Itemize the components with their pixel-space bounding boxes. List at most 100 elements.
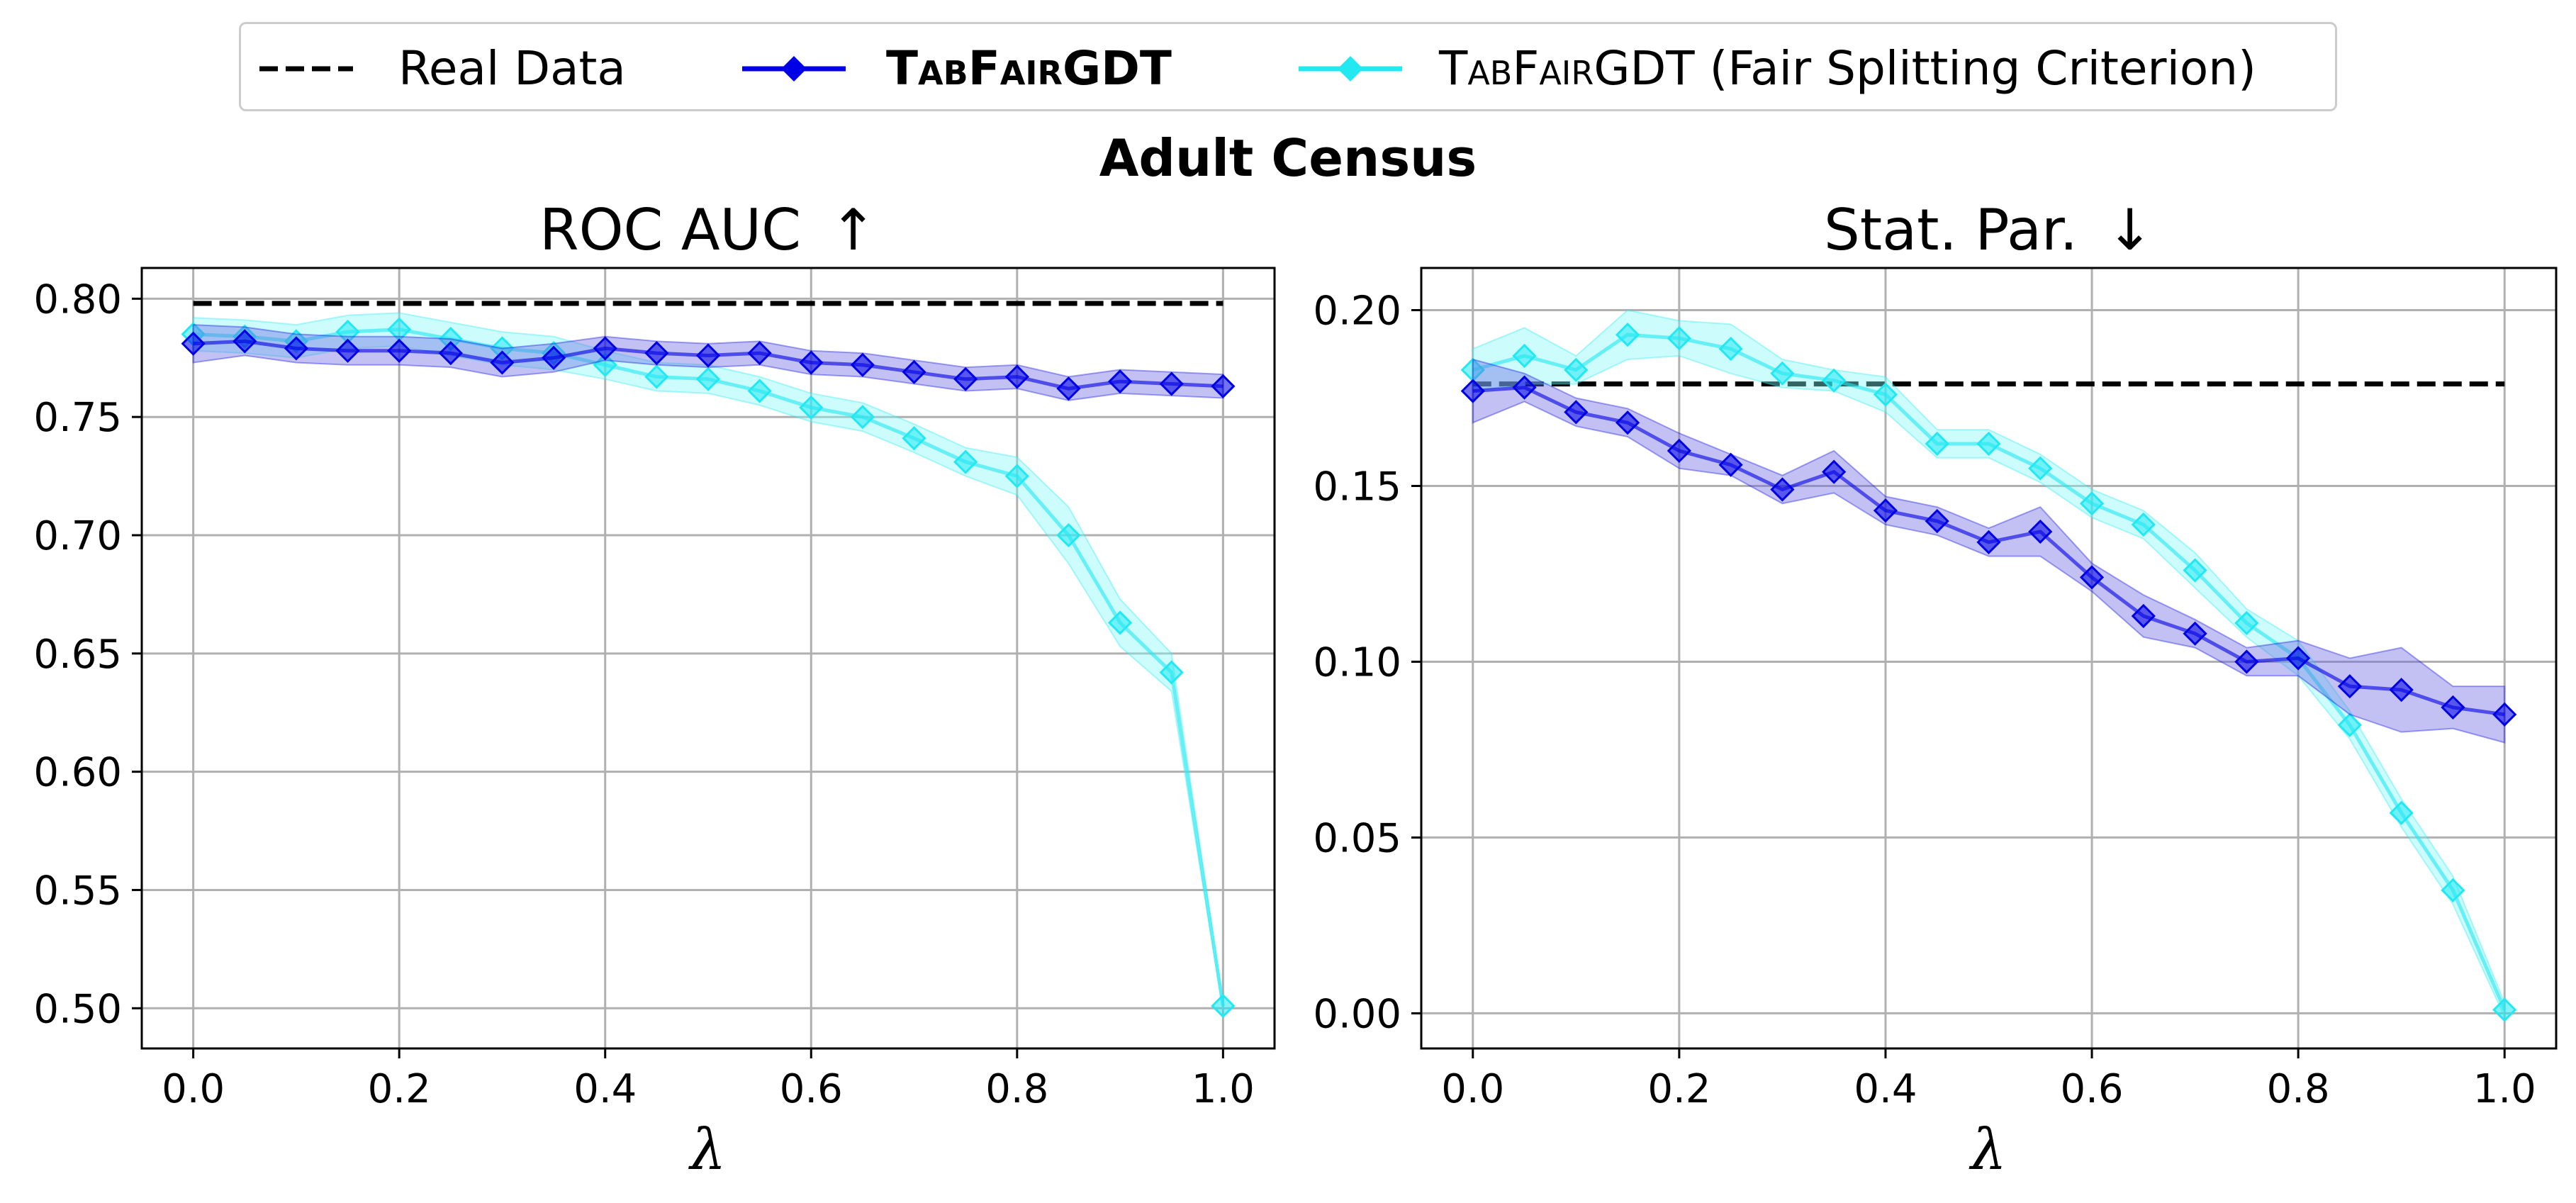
- series-tfg_fair-point: [2234, 610, 2259, 636]
- subplot-title: ROC AUC ↑: [539, 197, 877, 263]
- series-tfg_fair-point: [593, 352, 617, 377]
- y-tick-label: 0.80: [33, 276, 122, 323]
- series-tfg-point: [1615, 410, 1640, 435]
- subplot-title-arrow: ↓: [2106, 197, 2154, 263]
- series-tfg-point: [644, 340, 669, 366]
- subplot-stat-par: 0.0 0.2 0.4 0.6 0.8 1.0 0.00 0.05 0.10 0.15 0.20 St…: [1313, 197, 2558, 1182]
- legend-swatch-tabfairgdt: [742, 56, 846, 82]
- x-tick-label: 1.0: [1192, 1066, 1255, 1112]
- series-tfg_fair-point: [2441, 878, 2465, 902]
- y-tick-label: 0.05: [1313, 815, 1401, 861]
- x-tick-label: 0.4: [573, 1066, 637, 1112]
- series-tfg_fair-point: [2131, 512, 2156, 537]
- series-tfg-point: [695, 343, 721, 368]
- series-tfg-point: [490, 350, 515, 375]
- series-tfg-point: [1004, 364, 1029, 389]
- series-tfg_fair-point: [1056, 522, 1081, 548]
- series-tfg-point: [593, 336, 617, 361]
- series-tfg_fair-point: [953, 449, 978, 474]
- series-tfg_fair-line: [193, 328, 1225, 1007]
- y-tick-label: 0.60: [33, 750, 122, 796]
- legend-swatch-tabfairgdt-fair-splitting: [1299, 56, 1402, 82]
- series-tfg_fair-point: [1564, 357, 1589, 382]
- plot-area: [1460, 309, 2517, 1022]
- y-tick-label: 0.50: [33, 986, 122, 1032]
- series-tfg_fair-point: [2492, 997, 2517, 1022]
- series-tfg_fair-point: [1004, 464, 1029, 488]
- series-tfg-point: [850, 352, 875, 377]
- series-tfg-point: [2028, 519, 2053, 544]
- series-tfg-point: [1873, 498, 1898, 523]
- series-tfg-point: [2337, 674, 2363, 699]
- series-tfg_fair-point: [1615, 323, 1640, 347]
- series-tfg_fair-point: [1976, 431, 2001, 457]
- series-tfg_fair-point: [747, 379, 772, 403]
- series-tfg-point: [233, 329, 257, 354]
- x-axis-label: λ: [1969, 1117, 2007, 1182]
- x-tick-label: 0.4: [1854, 1066, 1917, 1112]
- series-tfg_fair-point: [2183, 558, 2207, 583]
- series-tfg-point: [2131, 603, 2156, 629]
- series-tfg_fair-point: [902, 426, 926, 451]
- series-tfg-point: [335, 338, 360, 363]
- series-tfg-point: [902, 359, 926, 384]
- figure-suptitle: Adult Census: [1099, 128, 1477, 188]
- x-axis-label: λ: [688, 1117, 727, 1182]
- series-tfg-point: [1770, 477, 1795, 502]
- series-tfg_fair-point: [2028, 456, 2053, 481]
- y-tick-label: 0.75: [33, 395, 122, 441]
- y-tick-label: 0.10: [1313, 639, 1401, 686]
- series-tfg_fair-point: [695, 367, 721, 391]
- x-tick-label: 0.6: [2061, 1066, 2124, 1112]
- series-tfg_fair-point: [1159, 660, 1184, 685]
- y-tick-label: 0.00: [1313, 991, 1401, 1037]
- y-tick-label: 0.20: [1313, 289, 1401, 335]
- series-tfg-point: [2234, 649, 2259, 674]
- y-tick-label: 0.70: [33, 513, 122, 559]
- x-tick-label: 1.0: [2473, 1066, 2536, 1112]
- series-tfg_fair-point: [1925, 431, 1949, 457]
- series-tfg-point: [2492, 702, 2517, 727]
- series-tfg-point: [799, 350, 824, 375]
- series-tfg_fair-point: [1107, 610, 1133, 635]
- series-tfg_fair-point: [1211, 993, 1236, 1019]
- series-tfg-point: [1667, 438, 1691, 464]
- series-tfg_fair-point: [1770, 361, 1795, 386]
- series-tfg-point: [2441, 695, 2465, 720]
- subplot-title-text: ROC AUC: [539, 197, 801, 263]
- series-tfg-point: [181, 331, 206, 356]
- series-tfg-point: [1056, 376, 1081, 401]
- series-tfg-point: [284, 336, 309, 361]
- series-tfg-point: [438, 340, 463, 366]
- series-tfg-point: [1211, 374, 1236, 398]
- series-tfg-point: [2389, 678, 2414, 703]
- series-tfg-point: [1976, 530, 2001, 554]
- x-tick-label: 0.2: [368, 1066, 431, 1112]
- y-tick-label: 0.15: [1313, 464, 1401, 510]
- series-tfg_fair-point: [1667, 326, 1691, 351]
- series-tfg-point: [387, 338, 412, 363]
- x-tick-label: 0.8: [2267, 1066, 2330, 1112]
- series-tfg_fair-point: [2389, 800, 2414, 825]
- series-tfg_fair-point: [1512, 343, 1537, 369]
- x-tick-label: 0.0: [162, 1066, 225, 1112]
- series-tfg_fair-point: [2079, 491, 2105, 516]
- series-tfg-point: [1718, 452, 1743, 477]
- y-tick-label: 0.65: [33, 632, 122, 678]
- x-tick-label: 0.2: [1647, 1066, 1710, 1112]
- legend: Real Data TABFAIRGDT TABFAIRGDT (Fair Sp…: [239, 22, 2337, 111]
- legend-swatch-real-data: [259, 66, 353, 72]
- series-tfg-point: [1159, 371, 1184, 396]
- series-tfg_fair-point: [799, 395, 824, 420]
- series-tfg-point: [747, 340, 772, 366]
- series-tfg-point: [1822, 459, 1847, 484]
- y-tick-label: 0.55: [33, 868, 122, 914]
- series-tfg_fair-point: [2337, 712, 2363, 737]
- x-tick-label: 0.0: [1441, 1066, 1504, 1112]
- series-tfg-point: [1512, 375, 1537, 400]
- series-tfg_fair-point: [1718, 336, 1743, 362]
- series-tfg-point: [541, 345, 566, 370]
- subplot-title-text: Stat. Par.: [1824, 197, 2078, 263]
- plot-area: [181, 301, 1236, 1019]
